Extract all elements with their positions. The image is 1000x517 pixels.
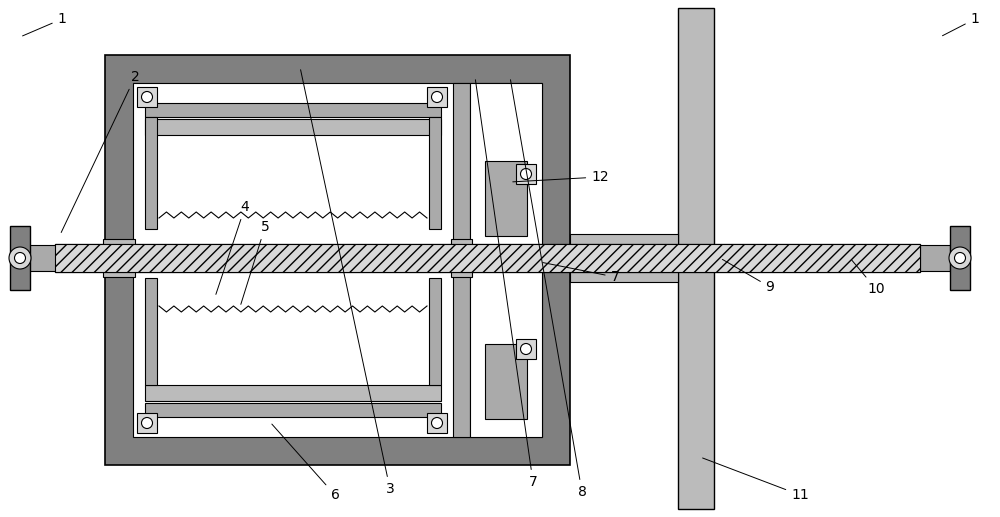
Bar (55, 244, 920, 272)
Bar (516, 339, 536, 359)
Bar (453, 83, 470, 437)
Text: 8: 8 (510, 80, 586, 499)
Bar (427, 413, 447, 433)
Text: 6: 6 (272, 424, 339, 502)
Text: 1: 1 (942, 12, 979, 36)
Bar (105, 55, 570, 465)
Text: 4: 4 (216, 200, 249, 294)
Bar (145, 119, 441, 135)
Circle shape (432, 92, 442, 102)
Text: 12: 12 (513, 170, 609, 184)
Bar (137, 87, 157, 107)
Bar (145, 278, 157, 385)
Circle shape (954, 252, 966, 264)
Circle shape (142, 418, 152, 429)
Text: 7: 7 (475, 80, 537, 489)
Circle shape (142, 92, 152, 102)
Bar (451, 239, 472, 277)
Bar (470, 83, 542, 254)
Bar (485, 344, 527, 419)
Text: 10: 10 (852, 260, 885, 296)
Bar (485, 161, 527, 236)
Bar (920, 245, 950, 271)
Text: 2: 2 (61, 70, 139, 233)
Bar (145, 403, 441, 417)
Bar (55, 244, 920, 272)
Circle shape (14, 252, 26, 264)
Bar (137, 413, 157, 433)
Text: 3: 3 (301, 70, 394, 496)
Circle shape (432, 418, 442, 429)
Circle shape (520, 169, 532, 179)
Bar (145, 117, 157, 229)
Bar (18, 245, 107, 271)
Bar (950, 226, 970, 290)
Bar (429, 278, 441, 385)
Circle shape (949, 247, 971, 269)
Circle shape (520, 343, 532, 355)
Bar (103, 239, 135, 277)
Bar (10, 226, 30, 290)
Bar (470, 270, 542, 437)
Bar (678, 8, 714, 509)
Bar (516, 164, 536, 184)
Bar (133, 254, 542, 270)
Text: 9: 9 (722, 260, 774, 294)
Text: 7: 7 (543, 263, 619, 284)
Text: 11: 11 (703, 458, 809, 502)
Bar (55, 244, 920, 272)
Bar (145, 103, 441, 117)
Bar (145, 385, 441, 401)
Text: 1: 1 (23, 12, 66, 36)
Bar (427, 87, 447, 107)
Circle shape (9, 247, 31, 269)
Bar (133, 83, 542, 437)
Bar (429, 117, 441, 229)
Bar (570, 234, 678, 282)
Text: 5: 5 (241, 220, 269, 305)
